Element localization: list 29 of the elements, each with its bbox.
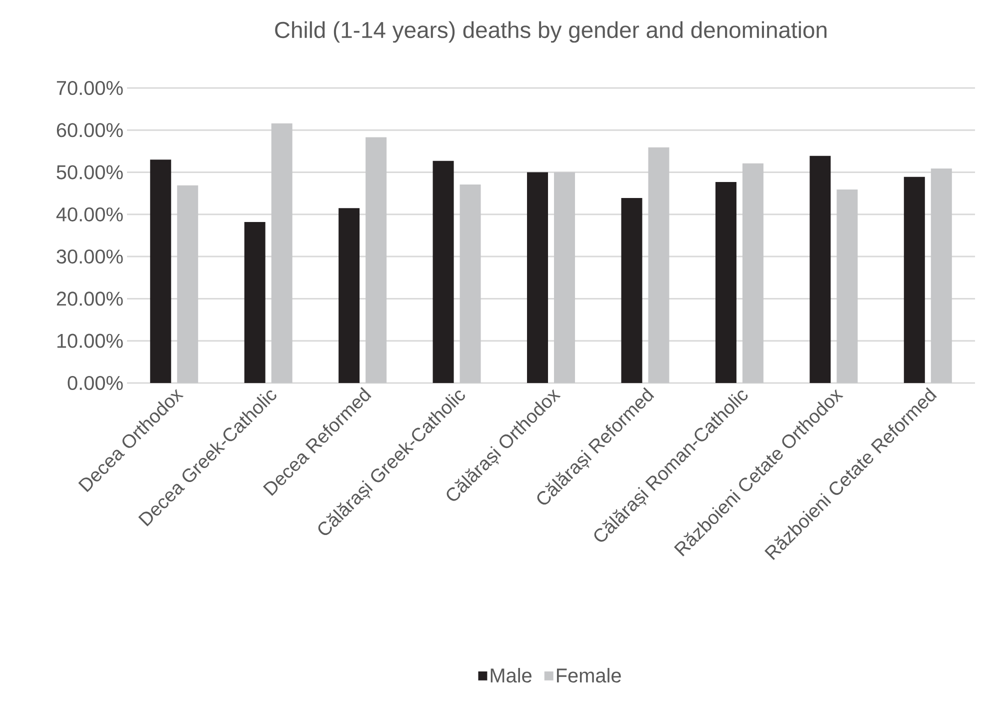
- y-tick-label: 20.00%: [56, 292, 123, 306]
- y-tick-label: 50.00%: [56, 165, 123, 180]
- bar: [244, 222, 266, 383]
- legend-label: Male: [490, 668, 532, 683]
- bar: [271, 123, 292, 383]
- y-tick-label: 40.00%: [56, 207, 123, 222]
- bar: [904, 176, 925, 383]
- y-tick-label: 60.00%: [56, 123, 123, 138]
- bar: [338, 208, 360, 383]
- y-tick-label: 10.00%: [57, 334, 123, 348]
- y-tick-label: 0.00%: [68, 376, 123, 390]
- bar: [836, 190, 858, 383]
- bar: [930, 168, 952, 383]
- chart-title: Child (1-14 years) deaths by gender and denomination: [275, 21, 826, 43]
- bar: [432, 160, 454, 383]
- bar: [621, 198, 642, 383]
- bar: [460, 184, 481, 383]
- bar: [177, 185, 198, 383]
- bar: [366, 137, 387, 383]
- bar: [715, 182, 736, 383]
- bar: [150, 160, 172, 383]
- bar: [742, 163, 764, 383]
- legend-label: Female: [556, 668, 621, 683]
- bar: [810, 156, 831, 383]
- bar: [648, 147, 670, 383]
- y-tick-label: 30.00%: [56, 250, 123, 264]
- bar: [527, 172, 548, 383]
- bar: [554, 172, 576, 383]
- y-tick-label: 70.00%: [56, 80, 123, 96]
